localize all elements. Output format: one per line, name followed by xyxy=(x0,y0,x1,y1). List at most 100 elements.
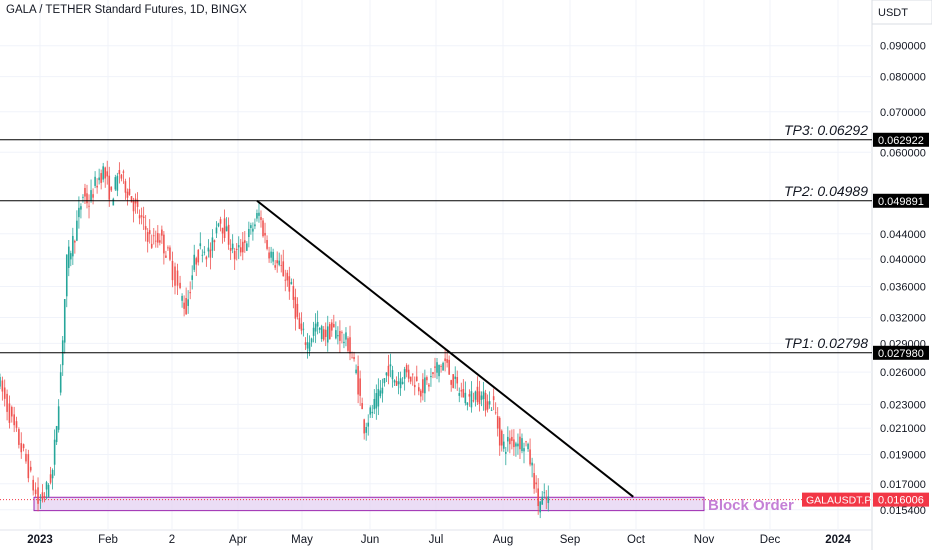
candle-body xyxy=(515,443,517,447)
candle-body xyxy=(288,276,291,292)
candle-body xyxy=(98,177,100,181)
candle-body xyxy=(39,500,42,501)
candle-body xyxy=(114,177,117,190)
candle-body xyxy=(225,226,228,232)
price-tick-label: 0.026000 xyxy=(880,367,926,379)
candle-body xyxy=(511,436,513,441)
candle-body xyxy=(78,207,80,218)
candle-body xyxy=(371,411,374,414)
candle-body xyxy=(517,443,519,447)
candle-body xyxy=(456,377,459,384)
currency-box[interactable] xyxy=(871,0,932,25)
candle-body xyxy=(509,438,511,445)
candle-body xyxy=(355,369,357,374)
time-tick-label: Dec xyxy=(760,534,781,546)
candle-body xyxy=(88,205,90,207)
candle-body xyxy=(545,498,548,500)
candle-body xyxy=(492,396,495,401)
candle-body xyxy=(397,381,400,385)
candle-body xyxy=(161,229,163,236)
candle-body xyxy=(59,372,62,393)
candle-body xyxy=(6,393,8,412)
candle-body xyxy=(104,167,107,179)
candle-body xyxy=(403,369,406,379)
candle-body xyxy=(152,235,155,237)
price-tick-label: 0.019000 xyxy=(880,450,926,462)
candle-body xyxy=(448,359,450,375)
candle-body xyxy=(547,496,550,504)
trendline[interactable] xyxy=(256,199,634,498)
candle-body xyxy=(272,251,274,262)
candle-body xyxy=(76,220,78,241)
candle-body xyxy=(502,441,505,449)
candle-body xyxy=(268,252,270,259)
candle-body xyxy=(72,235,74,257)
candle-body xyxy=(144,226,147,230)
candle-body xyxy=(120,174,123,179)
candle-body xyxy=(537,488,539,507)
candle-body xyxy=(460,390,463,392)
candle-body xyxy=(486,401,489,410)
candle-body xyxy=(426,377,428,381)
candle-body xyxy=(523,448,525,452)
symbol-badge xyxy=(802,492,870,507)
candle-body xyxy=(519,436,521,450)
candle-body xyxy=(300,323,303,331)
candle-body xyxy=(235,248,238,250)
candle-body xyxy=(47,484,50,497)
candle-body xyxy=(458,393,461,396)
candle-body xyxy=(363,419,365,434)
candle-body xyxy=(320,326,323,339)
candle-body xyxy=(292,285,295,300)
candle-body xyxy=(411,373,414,375)
candle-body xyxy=(507,436,509,442)
candle-body xyxy=(337,335,339,337)
candle-body xyxy=(494,412,497,414)
candle-body xyxy=(94,176,96,186)
candle-body xyxy=(450,380,452,385)
candle-body xyxy=(500,430,503,446)
candle-body xyxy=(185,298,187,315)
last-price-tag xyxy=(873,492,929,507)
candle-body xyxy=(43,495,46,498)
target-level-price-text: 0.062922 xyxy=(878,135,924,147)
candle-body xyxy=(140,215,143,217)
price-tick-label: 0.036000 xyxy=(880,282,926,294)
price-tick-label: 0.070000 xyxy=(880,107,926,119)
candle-body xyxy=(254,224,256,227)
candle-body xyxy=(525,441,527,443)
price-tick-label: 0.080000 xyxy=(880,72,926,84)
candle-body xyxy=(213,240,216,243)
currency-label: USDT xyxy=(878,7,908,19)
candle-body xyxy=(118,170,121,175)
candle-body xyxy=(163,234,165,254)
candle-body xyxy=(53,439,56,465)
candle-body xyxy=(341,332,343,334)
candle-body xyxy=(128,188,131,195)
candle-body xyxy=(136,199,139,207)
candle-body xyxy=(361,403,363,410)
candle-body xyxy=(484,392,487,411)
candle-body xyxy=(8,403,11,423)
candle-body xyxy=(189,292,191,294)
candle-body xyxy=(324,329,327,337)
target-level-price-tag xyxy=(873,132,929,147)
candle-body xyxy=(335,330,337,339)
candle-body xyxy=(169,247,171,260)
block-order-zone[interactable] xyxy=(33,496,705,512)
candle-body xyxy=(480,395,483,400)
candle-body xyxy=(260,217,262,220)
candle-body xyxy=(183,302,185,309)
chart-title: GALA / TETHER Standard Futures, 1D, BING… xyxy=(6,4,247,16)
candle-body xyxy=(100,173,102,183)
candle-body xyxy=(359,378,361,396)
candle-body xyxy=(351,357,353,359)
candle-body xyxy=(422,379,424,393)
candle-body xyxy=(264,232,266,236)
candle-body xyxy=(444,358,446,362)
candle-body xyxy=(176,270,179,286)
candle-body xyxy=(474,391,477,400)
candle-body xyxy=(20,443,23,453)
candle-body xyxy=(65,254,68,297)
target-level-price-text: 0.049891 xyxy=(878,196,924,208)
